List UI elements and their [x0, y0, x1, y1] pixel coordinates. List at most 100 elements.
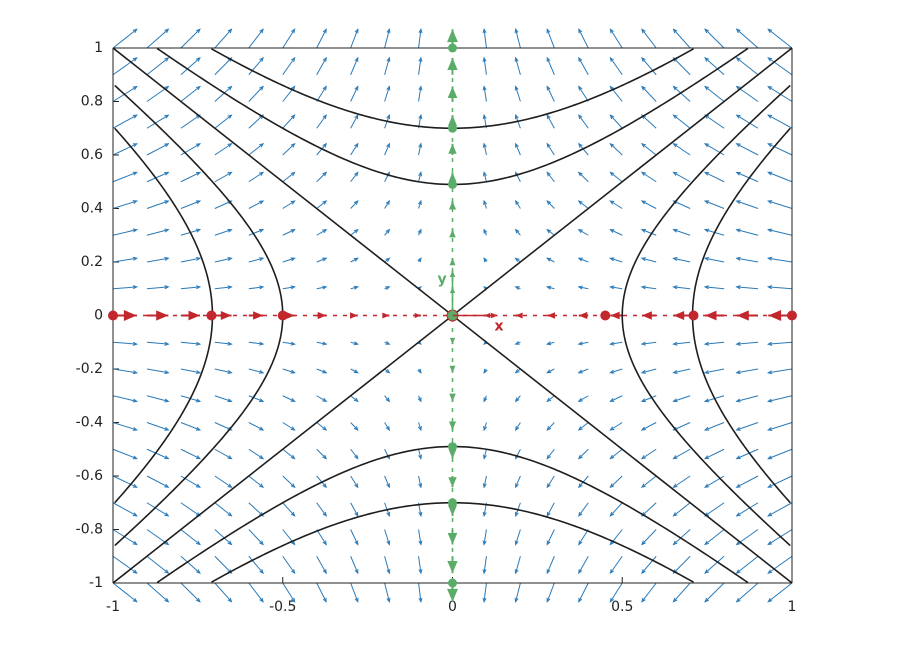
- arrow-shaft: [546, 422, 555, 431]
- arrow-shaft: [316, 257, 327, 263]
- arrow-head: [703, 370, 710, 375]
- arrow-shaft: [214, 143, 232, 156]
- x-tick-label: 0: [448, 599, 457, 615]
- arrow-shaft: [641, 555, 657, 574]
- arrow-shaft: [768, 368, 793, 374]
- field-arrow: [180, 28, 201, 49]
- arrow-head: [227, 512, 233, 517]
- field-arrow: [282, 475, 296, 489]
- field-arrow: [418, 171, 423, 182]
- field-arrow: [418, 556, 423, 575]
- field-arrow: [350, 200, 359, 209]
- arrow-head: [290, 483, 296, 489]
- arrow-head: [322, 285, 328, 290]
- field-arrow: [316, 85, 327, 102]
- field-arrow: [112, 582, 138, 603]
- field-arrow: [609, 448, 623, 460]
- arrow-head: [766, 228, 773, 233]
- field-arrow: [316, 448, 328, 460]
- field-arrow: [384, 340, 391, 345]
- arrow-head: [354, 540, 359, 546]
- arrow-shaft: [180, 582, 201, 603]
- arrow-head: [546, 597, 551, 603]
- field-arrow: [735, 200, 759, 209]
- arrow-shaft: [483, 582, 487, 602]
- field-arrow: [546, 422, 555, 431]
- arrow-head: [767, 171, 773, 176]
- arrow-shaft: [515, 29, 521, 49]
- arrow-shaft: [316, 502, 327, 517]
- field-arrow: [180, 422, 202, 431]
- arrow-head: [640, 455, 646, 460]
- arrow-shaft: [282, 475, 295, 488]
- arrow-shaft: [146, 341, 169, 345]
- arrow-head: [227, 455, 233, 460]
- arrow-head: [164, 455, 170, 460]
- arrow-shaft: [641, 475, 657, 488]
- field-arrow: [609, 475, 623, 489]
- arrow-head: [290, 398, 296, 402]
- arrow-head: [703, 228, 710, 233]
- arrow-head: [704, 540, 710, 546]
- arrow-shaft: [483, 475, 487, 488]
- arrow-head: [290, 200, 296, 205]
- arrow-head: [672, 341, 678, 346]
- arrow-shaft: [384, 582, 390, 602]
- arrow-head: [609, 483, 615, 489]
- arrow-head: [195, 370, 202, 375]
- arrow-shaft: [704, 28, 725, 49]
- arrow-head: [578, 597, 583, 603]
- arrow-head: [577, 228, 583, 234]
- arrow-head: [259, 285, 265, 290]
- arrow-shaft: [146, 502, 169, 517]
- arrow-head: [386, 113, 391, 120]
- field-arrow: [577, 257, 589, 263]
- arrow-head: [385, 228, 391, 234]
- arrow-head: [227, 398, 233, 403]
- field-arrow: [546, 368, 555, 374]
- arrow-shaft: [736, 57, 759, 76]
- field-arrow: [180, 582, 201, 603]
- arrow-head: [640, 257, 646, 262]
- x-axis-point: [108, 310, 118, 321]
- arrow-shaft: [546, 200, 555, 209]
- field-arrow: [546, 114, 555, 129]
- arrow-shaft: [384, 449, 390, 459]
- arrow-head: [259, 398, 265, 402]
- arrow-head: [195, 256, 202, 261]
- arrow-head: [767, 569, 773, 574]
- field-arrow: [417, 228, 422, 236]
- field-arrow: [282, 142, 296, 156]
- arrow-head: [735, 483, 741, 488]
- field-arrow: [609, 56, 623, 76]
- field-arrow: [640, 448, 657, 460]
- arrow-shaft: [767, 582, 793, 603]
- arrow-head: [385, 397, 391, 403]
- field-arrow: [282, 28, 296, 49]
- arrow-head: [132, 512, 138, 517]
- field-arrow: [672, 395, 691, 403]
- arrow-shaft: [768, 229, 793, 236]
- arrow-shaft: [384, 475, 390, 488]
- y-tick-label: -0.6: [76, 468, 103, 484]
- arrow-head: [735, 114, 741, 119]
- arrow-head: [577, 397, 583, 403]
- field-arrow: [546, 502, 555, 517]
- arrow-head: [195, 114, 201, 119]
- arrow-shaft: [248, 448, 264, 460]
- arrow-shaft: [214, 422, 232, 431]
- arrow-head: [672, 257, 678, 261]
- field-arrow: [735, 341, 759, 346]
- field-arrow: [146, 200, 170, 209]
- arrow-head: [767, 455, 773, 460]
- field-arrow: [350, 502, 359, 517]
- arrow-shaft: [673, 257, 691, 263]
- arrow-head: [354, 511, 359, 517]
- arrow-shaft: [316, 529, 327, 545]
- arrow-shaft: [610, 395, 623, 402]
- arrow-head: [609, 285, 615, 290]
- field-arrow: [578, 114, 589, 129]
- arrow-head: [353, 426, 359, 431]
- arrow-shaft: [112, 555, 138, 574]
- arrow-head: [290, 114, 296, 120]
